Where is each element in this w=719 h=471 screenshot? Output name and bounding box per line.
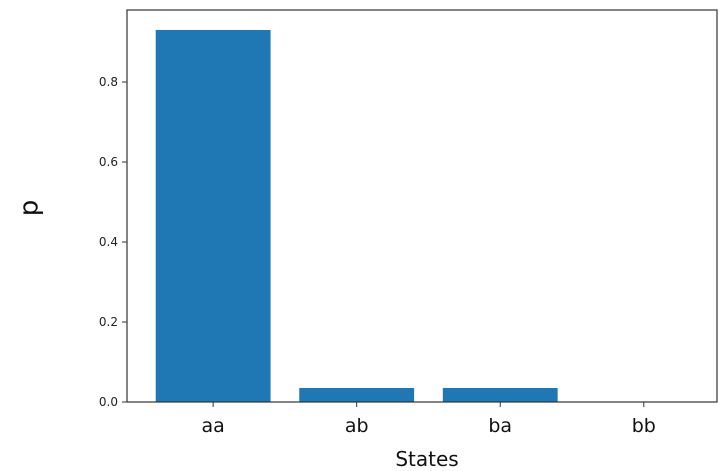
y-tick-label: 0.0 xyxy=(99,395,118,409)
y-tick-label: 0.6 xyxy=(99,155,118,169)
bar-aa xyxy=(155,30,271,402)
x-tick-label: bb xyxy=(632,415,656,437)
x-axis-ticks: aa ab ba bb xyxy=(201,402,656,437)
bar-ab xyxy=(299,388,415,402)
x-axis-label: States xyxy=(395,447,458,471)
plot-frame xyxy=(126,9,718,403)
x-tick-label: aa xyxy=(201,415,224,437)
bar-ba xyxy=(442,388,558,402)
x-tick-label: ba xyxy=(488,415,512,437)
x-tick-label: ab xyxy=(345,415,369,437)
y-tick-label: 0.4 xyxy=(99,235,118,249)
bars-group xyxy=(155,30,558,402)
y-axis-ticks: 0.0 0.2 0.4 0.6 0.8 xyxy=(99,75,127,409)
y-axis-label: p xyxy=(15,200,45,217)
y-tick-label: 0.2 xyxy=(99,315,118,329)
y-tick-label: 0.8 xyxy=(99,75,118,89)
